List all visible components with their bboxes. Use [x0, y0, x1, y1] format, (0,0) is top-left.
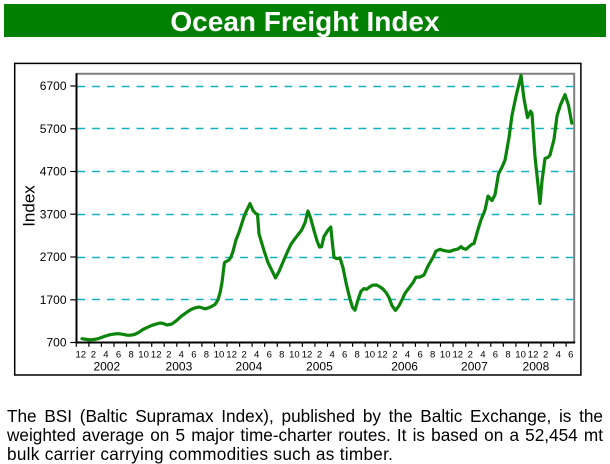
svg-text:12: 12	[226, 350, 237, 361]
svg-text:8: 8	[430, 350, 435, 361]
svg-text:Index: Index	[20, 185, 39, 227]
svg-text:12: 12	[151, 350, 162, 361]
svg-text:4: 4	[329, 350, 334, 361]
svg-text:10: 10	[214, 350, 225, 361]
svg-text:12: 12	[377, 350, 388, 361]
svg-text:12: 12	[76, 350, 87, 361]
svg-text:700: 700	[46, 336, 66, 350]
svg-text:10: 10	[515, 350, 526, 361]
svg-text:2003: 2003	[166, 360, 193, 374]
svg-text:2005: 2005	[306, 360, 333, 374]
svg-text:2: 2	[392, 350, 397, 361]
svg-text:2002: 2002	[93, 360, 120, 374]
svg-text:2006: 2006	[391, 360, 418, 374]
svg-text:2700: 2700	[40, 250, 67, 264]
svg-text:6: 6	[417, 350, 422, 361]
svg-text:6: 6	[493, 350, 498, 361]
svg-text:8: 8	[505, 350, 510, 361]
svg-text:2: 2	[317, 350, 322, 361]
svg-text:2004: 2004	[236, 360, 263, 374]
svg-text:8: 8	[128, 350, 133, 361]
svg-text:4: 4	[103, 350, 108, 361]
svg-text:10: 10	[365, 350, 376, 361]
svg-text:2007: 2007	[461, 360, 488, 374]
svg-text:8: 8	[204, 350, 209, 361]
svg-text:2: 2	[543, 350, 548, 361]
svg-text:5700: 5700	[40, 122, 67, 136]
svg-text:4: 4	[556, 350, 561, 361]
svg-text:6: 6	[116, 350, 121, 361]
svg-text:2008: 2008	[523, 360, 550, 374]
svg-text:2: 2	[241, 350, 246, 361]
svg-text:4: 4	[254, 350, 259, 361]
svg-text:3700: 3700	[40, 207, 67, 221]
svg-text:4: 4	[405, 350, 410, 361]
svg-text:2: 2	[166, 350, 171, 361]
svg-text:10: 10	[138, 350, 149, 361]
svg-text:4: 4	[179, 350, 184, 361]
svg-text:6: 6	[191, 350, 196, 361]
svg-text:4: 4	[480, 350, 485, 361]
svg-text:6: 6	[342, 350, 347, 361]
svg-text:10: 10	[440, 350, 451, 361]
svg-text:4700: 4700	[40, 165, 67, 179]
svg-text:6: 6	[267, 350, 272, 361]
svg-text:2: 2	[468, 350, 473, 361]
svg-text:12: 12	[302, 350, 313, 361]
svg-text:6700: 6700	[40, 79, 67, 93]
svg-text:2: 2	[91, 350, 96, 361]
svg-text:12: 12	[528, 350, 539, 361]
svg-text:8: 8	[355, 350, 360, 361]
svg-text:10: 10	[289, 350, 300, 361]
svg-text:8: 8	[279, 350, 284, 361]
svg-text:12: 12	[453, 350, 464, 361]
svg-text:1700: 1700	[40, 293, 67, 307]
svg-text:6: 6	[568, 350, 573, 361]
